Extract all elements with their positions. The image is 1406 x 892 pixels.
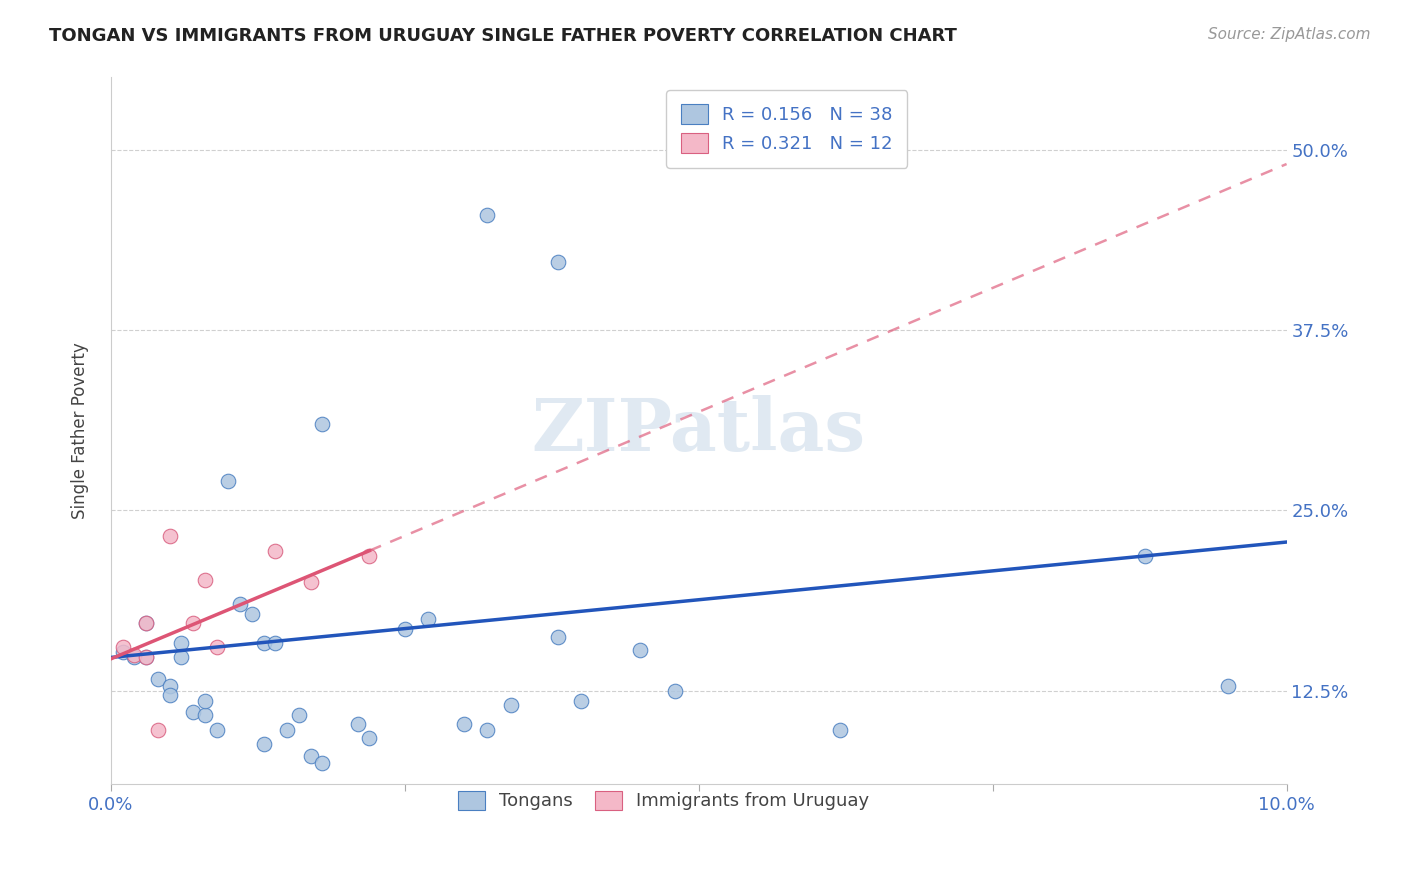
Point — [453, 716, 475, 731]
Point — [194, 694, 217, 708]
Point — [264, 543, 287, 558]
Point — [181, 706, 204, 720]
Point — [111, 645, 134, 659]
Point — [217, 475, 239, 489]
Point — [547, 255, 569, 269]
Point — [194, 708, 217, 723]
Point — [229, 597, 252, 611]
Y-axis label: Single Father Poverty: Single Father Poverty — [72, 343, 89, 519]
Point — [299, 748, 322, 763]
Point — [828, 723, 851, 737]
Point — [499, 698, 522, 712]
Point — [205, 723, 228, 737]
Point — [394, 622, 416, 636]
Point — [159, 529, 181, 543]
Point — [569, 694, 592, 708]
Point — [475, 207, 498, 221]
Point — [124, 650, 146, 665]
Point — [1216, 679, 1239, 693]
Point — [346, 716, 368, 731]
Point — [146, 672, 169, 686]
Point — [170, 650, 193, 665]
Point — [475, 723, 498, 737]
Point — [170, 636, 193, 650]
Point — [194, 573, 217, 587]
Point — [628, 643, 651, 657]
Point — [135, 650, 157, 665]
Point — [418, 611, 440, 625]
Point — [311, 756, 333, 770]
Point — [240, 607, 263, 622]
Point — [135, 615, 157, 630]
Point — [205, 640, 228, 655]
Point — [547, 630, 569, 644]
Point — [1135, 549, 1157, 564]
Point — [252, 636, 274, 650]
Legend: Tongans, Immigrants from Uruguay: Tongans, Immigrants from Uruguay — [443, 776, 883, 825]
Point — [159, 688, 181, 702]
Point — [111, 640, 134, 655]
Point — [664, 683, 686, 698]
Text: Source: ZipAtlas.com: Source: ZipAtlas.com — [1208, 27, 1371, 42]
Point — [359, 549, 381, 564]
Point — [276, 723, 298, 737]
Point — [311, 417, 333, 431]
Point — [288, 708, 311, 723]
Point — [181, 615, 204, 630]
Point — [252, 737, 274, 751]
Text: TONGAN VS IMMIGRANTS FROM URUGUAY SINGLE FATHER POVERTY CORRELATION CHART: TONGAN VS IMMIGRANTS FROM URUGUAY SINGLE… — [49, 27, 957, 45]
Point — [299, 575, 322, 590]
Point — [359, 731, 381, 746]
Point — [159, 679, 181, 693]
Point — [135, 650, 157, 665]
Point — [146, 723, 169, 737]
Point — [264, 636, 287, 650]
Text: ZIPatlas: ZIPatlas — [531, 395, 866, 467]
Point — [124, 648, 146, 662]
Point — [135, 615, 157, 630]
